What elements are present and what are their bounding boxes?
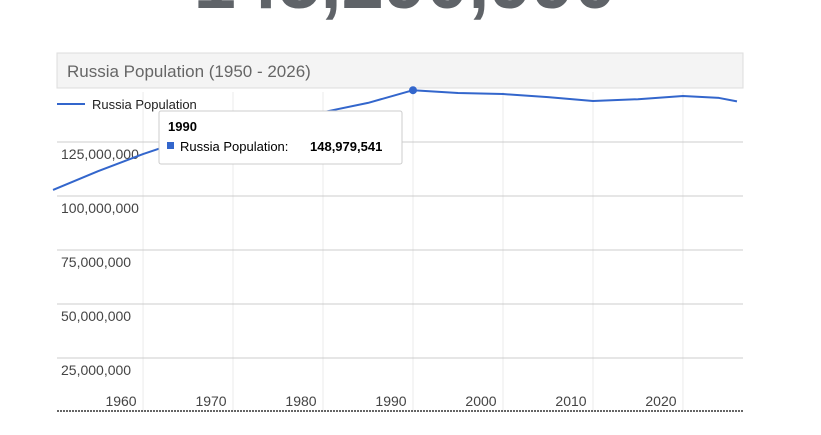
tooltip-swatch	[167, 142, 174, 149]
x-tick-label: 2000	[465, 393, 496, 409]
y-tick-label: 25,000,000	[61, 362, 131, 378]
tooltip-label: Russia Population:	[180, 139, 288, 154]
tooltip-box	[158, 110, 403, 165]
headline: 145,290,990	[194, 0, 617, 25]
title-box	[56, 52, 744, 89]
legend-label: Russia Population	[92, 97, 197, 112]
y-tick-label: 100,000,000	[61, 200, 139, 216]
x-tick-label: 1970	[195, 393, 226, 409]
y-tick-label: 125,000,000	[61, 146, 139, 162]
highlight-point	[409, 86, 418, 95]
tooltip-value: 148,979,541	[310, 139, 382, 154]
chart-title: Russia Population (1950 - 2026)	[67, 62, 311, 81]
y-tick-label: 50,000,000	[61, 308, 131, 324]
tooltip: 1990 Russia Population: 148,979,541	[158, 110, 403, 165]
x-tick-label: 1960	[105, 393, 136, 409]
tooltip-title: 1990	[168, 119, 197, 134]
x-tick-label: 2010	[555, 393, 586, 409]
y-tick-label: 75,000,000	[61, 254, 131, 270]
x-tick-label: 1980	[285, 393, 316, 409]
x-tick-label: 2020	[645, 393, 676, 409]
x-tick-label: 1990	[375, 393, 406, 409]
